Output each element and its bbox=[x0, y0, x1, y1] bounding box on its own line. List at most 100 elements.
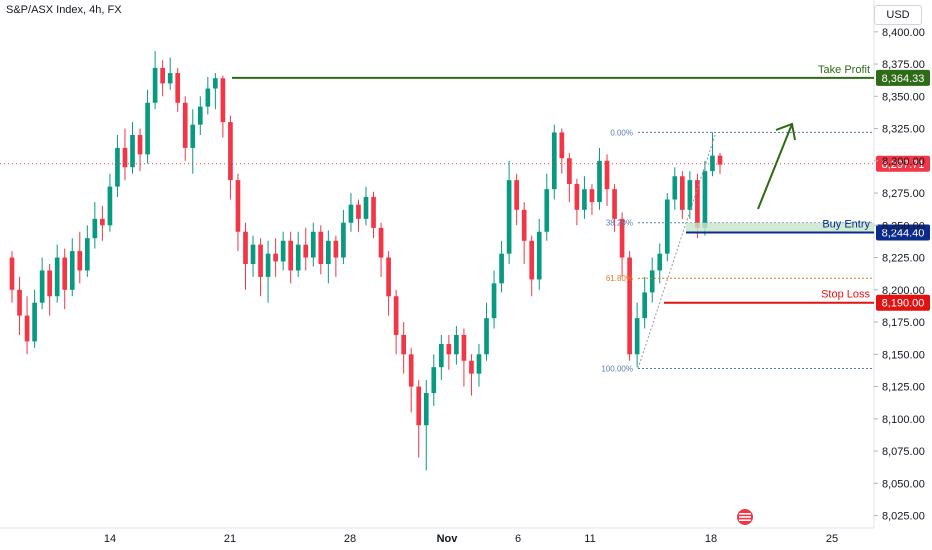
candle-body bbox=[303, 244, 309, 258]
candle-body bbox=[137, 135, 143, 155]
price-axis[interactable]: 8,025.00 8,050.00 8,075.00 8,100.00 8,125.00… bbox=[874, 27, 925, 523]
candle-body bbox=[228, 122, 233, 181]
fib-level-label: 61.80% bbox=[606, 274, 633, 283]
fib-level-label: 100.00% bbox=[601, 364, 633, 373]
time-axis[interactable]: 14 21 28 Nov 6 11 18 25 bbox=[104, 533, 838, 545]
candle-body bbox=[250, 244, 256, 264]
take-profit-price-badge[interactable] bbox=[876, 69, 930, 86]
candle-body bbox=[401, 334, 406, 355]
x-tick-label: 25 bbox=[826, 533, 838, 545]
candle-body bbox=[32, 302, 37, 342]
candle-body bbox=[657, 253, 663, 271]
candle-body bbox=[423, 393, 429, 426]
candle-body bbox=[499, 253, 504, 284]
candle-body bbox=[175, 73, 181, 103]
candle-body bbox=[363, 196, 369, 219]
candle-body bbox=[582, 189, 587, 210]
y-tick-label: 8,150.00 bbox=[882, 349, 925, 361]
y-tick-label: 8,200.00 bbox=[882, 285, 925, 297]
stop-loss-price-badge[interactable] bbox=[876, 294, 930, 311]
candle-body bbox=[371, 196, 376, 228]
candle-body bbox=[190, 124, 196, 148]
x-tick-label: 21 bbox=[224, 533, 236, 545]
candle-body bbox=[258, 244, 263, 277]
y-tick-label: 8,325.00 bbox=[882, 124, 925, 136]
candle-body bbox=[341, 222, 346, 258]
candle-body bbox=[213, 78, 218, 89]
x-tick-label: 18 bbox=[705, 533, 717, 545]
candle-body bbox=[152, 67, 158, 103]
candle-body bbox=[92, 218, 98, 239]
candle-body bbox=[386, 257, 391, 297]
candle-body bbox=[288, 240, 294, 271]
candle-body bbox=[627, 257, 632, 355]
candle-body bbox=[378, 227, 384, 258]
y-tick-label: 8,275.00 bbox=[882, 188, 925, 200]
candle-body bbox=[100, 218, 105, 226]
candle-body bbox=[687, 180, 693, 210]
candle-body bbox=[416, 386, 422, 426]
y-tick-label: 8,100.00 bbox=[882, 414, 925, 426]
candle-body bbox=[273, 253, 278, 262]
candle-body bbox=[702, 171, 708, 228]
candle-body bbox=[47, 270, 52, 297]
candle-body bbox=[536, 231, 542, 280]
candle-body bbox=[574, 184, 580, 210]
fib-level-label: 38.20% bbox=[606, 219, 633, 228]
current-price-label: 8,297.71 bbox=[882, 159, 925, 171]
fib-trend-line bbox=[637, 132, 717, 369]
candle-body bbox=[461, 334, 467, 361]
flag-icon[interactable] bbox=[736, 508, 754, 526]
candle-body bbox=[695, 180, 700, 228]
candle-body bbox=[115, 147, 120, 187]
x-tick-label: Nov bbox=[437, 533, 459, 545]
y-tick-label: 8,225.00 bbox=[882, 253, 925, 265]
candle-body bbox=[521, 209, 527, 241]
candle-body bbox=[167, 73, 173, 84]
y-tick-label: 8,175.00 bbox=[882, 317, 925, 329]
candle-body bbox=[408, 354, 414, 387]
candle-body bbox=[235, 180, 241, 232]
y-tick-label: 8,300.00 bbox=[882, 156, 925, 168]
candles-group bbox=[9, 51, 723, 471]
candle-body bbox=[634, 318, 640, 355]
candle-body bbox=[77, 251, 83, 271]
candle-body bbox=[612, 189, 617, 219]
buy-entry-price-badge[interactable] bbox=[876, 224, 930, 241]
currency-selector[interactable]: USD bbox=[874, 5, 922, 25]
candle-body bbox=[454, 334, 459, 355]
candle-body bbox=[160, 67, 165, 84]
candle-body bbox=[604, 160, 610, 190]
current-price-badge[interactable] bbox=[876, 155, 930, 172]
y-tick-label: 8,125.00 bbox=[882, 382, 925, 394]
candle-body bbox=[649, 270, 655, 293]
candle-body bbox=[39, 270, 45, 303]
candle-body bbox=[9, 257, 15, 290]
y-tick-label: 8,400.00 bbox=[882, 27, 925, 39]
candle-body bbox=[469, 360, 474, 374]
chart-title: S&P/ASX Index, 4h, FX bbox=[6, 4, 122, 16]
candle-body bbox=[393, 296, 399, 335]
candle-body bbox=[69, 251, 75, 290]
stop-loss-label: Stop Loss bbox=[821, 289, 870, 301]
candle-body bbox=[672, 176, 678, 200]
candle-body bbox=[619, 218, 625, 258]
candle-body bbox=[310, 231, 316, 258]
candle-body bbox=[438, 343, 444, 368]
candle-body bbox=[280, 240, 286, 262]
candle-body bbox=[182, 102, 188, 148]
x-tick-label: 14 bbox=[104, 533, 116, 545]
candle-body bbox=[431, 367, 437, 393]
candle-body bbox=[446, 343, 452, 355]
candle-body bbox=[567, 158, 572, 185]
x-tick-label: 11 bbox=[584, 533, 595, 545]
up-arrow-head bbox=[775, 122, 796, 141]
candle-body bbox=[318, 231, 324, 264]
buy-entry-price-label: 8,244.40 bbox=[882, 228, 925, 240]
candle-body bbox=[514, 180, 519, 210]
take-profit-price-label: 8,364.33 bbox=[882, 73, 925, 85]
candle-body bbox=[642, 292, 648, 319]
candle-body bbox=[295, 244, 301, 271]
